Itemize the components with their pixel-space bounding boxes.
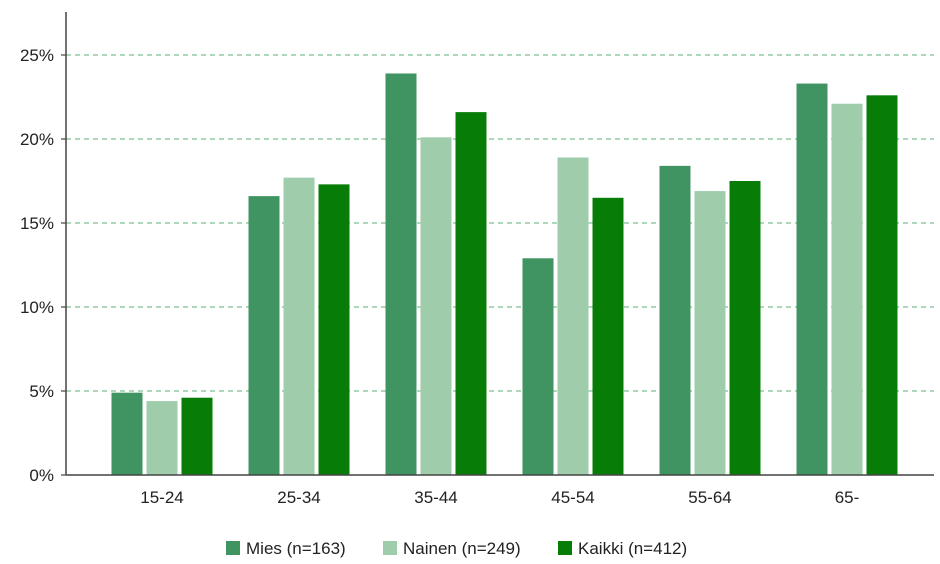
- x-tick-label: 65-: [835, 488, 860, 507]
- bar-45-54-mies: [522, 258, 554, 475]
- bar-55-64-kaikki: [729, 181, 761, 475]
- bar-55-64-nainen: [694, 191, 726, 475]
- bar-15-24-kaikki: [181, 397, 213, 475]
- bar-45-54-nainen: [557, 157, 589, 476]
- bar-25-34-kaikki: [318, 184, 350, 476]
- legend-label: Kaikki (n=412): [578, 539, 687, 558]
- y-tick-label: 5%: [29, 382, 54, 401]
- bar-65--mies: [796, 83, 828, 475]
- legend-swatch: [558, 541, 572, 555]
- x-tick-label: 35-44: [414, 488, 457, 507]
- bar-55-64-mies: [659, 165, 691, 475]
- y-tick-label: 20%: [20, 130, 54, 149]
- bar-35-44-kaikki: [455, 112, 487, 476]
- x-tick-label: 25-34: [277, 488, 320, 507]
- x-tick-label: 55-64: [688, 488, 731, 507]
- legend: Mies (n=163) Nainen (n=249) Kaikki (n=412): [226, 539, 687, 558]
- bar-65--kaikki: [866, 95, 898, 475]
- legend-label: Mies (n=163): [246, 539, 346, 558]
- y-tick-label: 25%: [20, 46, 54, 65]
- y-axis-ticks: 0% 5% 10% 15% 20% 25%: [20, 46, 66, 485]
- bar-25-34-mies: [248, 196, 280, 475]
- bar-35-44-mies: [385, 73, 417, 475]
- gridlines: [66, 54, 934, 392]
- y-tick-label: 15%: [20, 214, 54, 233]
- bars: [111, 73, 898, 476]
- bar-15-24-mies: [111, 392, 143, 475]
- bar-35-44-nainen: [420, 137, 452, 475]
- x-axis-ticks: 15-24 25-34 35-44 45-54 55-64 65-: [140, 488, 859, 507]
- y-tick-label: 10%: [20, 298, 54, 317]
- y-tick-label: 0%: [29, 466, 54, 485]
- bar-45-54-kaikki: [592, 197, 624, 476]
- bar-25-34-nainen: [283, 177, 315, 475]
- bar-65--nainen: [831, 103, 863, 475]
- legend-swatch: [383, 541, 397, 555]
- x-tick-label: 15-24: [140, 488, 183, 507]
- legend-label: Nainen (n=249): [403, 539, 521, 558]
- x-tick-label: 45-54: [551, 488, 594, 507]
- legend-swatch: [226, 541, 240, 555]
- bar-15-24-nainen: [146, 401, 178, 475]
